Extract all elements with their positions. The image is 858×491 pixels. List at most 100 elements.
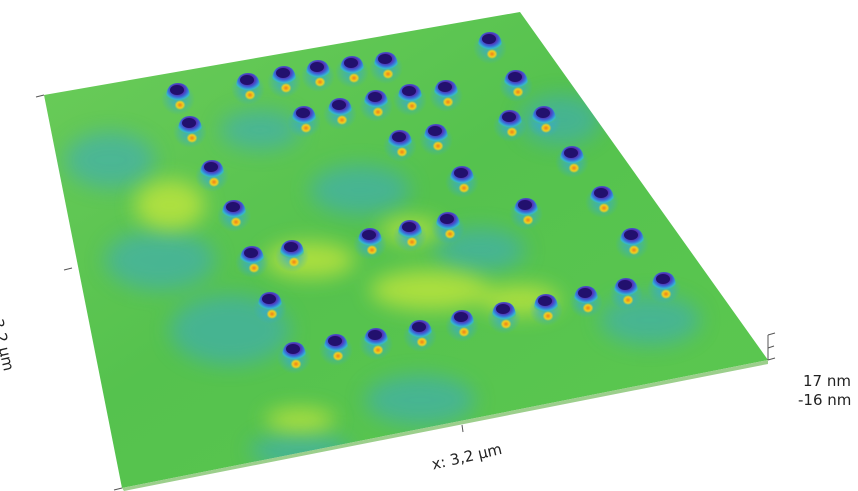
axis-ticks [35, 94, 776, 491]
feature-peak [412, 322, 426, 332]
nano-feature [235, 246, 269, 278]
feature-tip [244, 90, 256, 100]
feature-tip [332, 351, 344, 361]
feature-peak [656, 274, 670, 284]
feature-tip [288, 257, 300, 267]
nano-feature [647, 272, 681, 304]
feature-peak [536, 108, 550, 118]
feature-tip [458, 327, 470, 337]
feature-tip [372, 107, 384, 117]
nano-feature [173, 116, 207, 148]
feature-tip [444, 229, 456, 239]
feature-tip [506, 127, 518, 137]
surface-front-edge [122, 360, 768, 491]
feature-tip [598, 203, 610, 213]
feature-tip [336, 115, 348, 125]
nano-feature [393, 220, 427, 252]
nano-feature [353, 228, 387, 260]
feature-peak [182, 118, 196, 128]
feature-peak [578, 288, 592, 298]
nano-feature [555, 146, 589, 178]
feature-tip [522, 215, 534, 225]
nano-feature [277, 342, 311, 374]
feature-peak [226, 202, 240, 212]
nano-feature [217, 200, 251, 232]
nano-feature [275, 240, 309, 272]
feature-peak [362, 230, 376, 240]
feature-peak [454, 312, 468, 322]
nano-feature [615, 228, 649, 260]
feature-tip [622, 295, 634, 305]
nano-feature [493, 110, 527, 142]
feature-tip [366, 245, 378, 255]
nano-feature [527, 106, 561, 138]
feature-tip [406, 237, 418, 247]
z-min-label: -16 nm [798, 391, 852, 409]
feature-peak [402, 86, 416, 96]
feature-tip [174, 100, 186, 110]
feature-tip [540, 123, 552, 133]
feature-tip [660, 289, 672, 299]
feature-peak [368, 92, 382, 102]
nano-feature [301, 60, 335, 92]
feature-tip [432, 141, 444, 151]
nano-feature [585, 186, 619, 218]
nano-feature [393, 84, 427, 116]
feature-peak [378, 54, 392, 64]
feature-tip [372, 345, 384, 355]
feature-tip [382, 69, 394, 79]
nano-feature [369, 52, 403, 84]
nano-feature [359, 328, 393, 360]
z-max-label: 17 nm [803, 372, 851, 390]
nano-feature [529, 294, 563, 326]
feature-peak [482, 34, 496, 44]
feature-tip [458, 183, 470, 193]
feature-tip [512, 87, 524, 97]
nano-feature [419, 124, 453, 156]
feature-peak [344, 58, 358, 68]
nano-feature [323, 98, 357, 130]
feature-peak [284, 242, 298, 252]
feature-peak [240, 75, 254, 85]
nano-feature [509, 198, 543, 230]
feature-peak [286, 344, 300, 354]
feature-peak [538, 296, 552, 306]
feature-tip [248, 263, 260, 273]
feature-peak [438, 82, 452, 92]
feature-peak [276, 68, 290, 78]
nano-feature [569, 286, 603, 318]
feature-peak [454, 168, 468, 178]
nano-feature [499, 70, 533, 102]
nano-feature [231, 73, 265, 105]
feature-tip [442, 97, 454, 107]
feature-tip [290, 359, 302, 369]
feature-peak [502, 112, 516, 122]
nano-feature [359, 90, 393, 122]
nano-feature [403, 320, 437, 352]
nano-feature [487, 302, 521, 334]
feature-tip [542, 311, 554, 321]
feature-tip [568, 163, 580, 173]
feature-peak [310, 62, 324, 72]
feature-peak [402, 222, 416, 232]
feature-peak [508, 72, 522, 82]
nano-feature [429, 80, 463, 112]
feature-peak [564, 148, 578, 158]
feature-tip [628, 245, 640, 255]
feature-tip [266, 309, 278, 319]
nano-feature [287, 106, 321, 138]
feature-peak [328, 336, 342, 346]
nano-feature [609, 278, 643, 310]
feature-tip [406, 101, 418, 111]
nano-feature [253, 292, 287, 324]
nano-feature [195, 160, 229, 192]
feature-tip [208, 177, 220, 187]
feature-peak [204, 162, 218, 172]
feature-peak [428, 126, 442, 136]
feature-peak [368, 330, 382, 340]
feature-peak [624, 230, 638, 240]
feature-tip [396, 147, 408, 157]
feature-tip [186, 133, 198, 143]
feature-tip [280, 83, 292, 93]
